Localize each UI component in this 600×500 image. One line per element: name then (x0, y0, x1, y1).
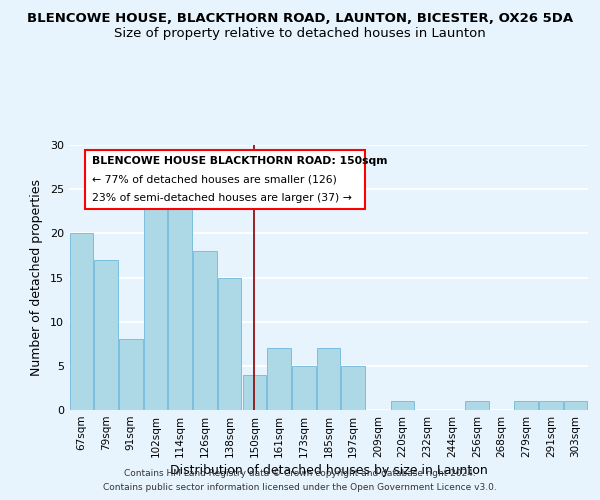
Bar (514, 401, 538, 410)
Text: BLENCOWE HOUSE BLACKTHORN ROAD: 150sqm: BLENCOWE HOUSE BLACKTHORN ROAD: 150sqm (92, 156, 388, 166)
Bar (391, 401, 415, 410)
Bar (539, 401, 563, 410)
Bar (70, 234, 93, 410)
Bar (144, 189, 167, 410)
Text: Contains HM Land Registry data © Crown copyright and database right 2024.: Contains HM Land Registry data © Crown c… (124, 468, 476, 477)
Text: ← 77% of detached houses are smaller (126): ← 77% of detached houses are smaller (12… (92, 174, 337, 184)
Bar (169, 198, 192, 410)
X-axis label: Distribution of detached houses by size in Launton: Distribution of detached houses by size … (170, 464, 487, 477)
Bar (242, 374, 266, 410)
Text: BLENCOWE HOUSE, BLACKTHORN ROAD, LAUNTON, BICESTER, OX26 5DA: BLENCOWE HOUSE, BLACKTHORN ROAD, LAUNTON… (27, 12, 573, 26)
Bar (292, 366, 316, 410)
Text: Size of property relative to detached houses in Launton: Size of property relative to detached ho… (114, 28, 486, 40)
Text: 23% of semi-detached houses are larger (37) →: 23% of semi-detached houses are larger (… (92, 192, 352, 202)
Bar (119, 340, 143, 410)
Text: Contains public sector information licensed under the Open Government Licence v3: Contains public sector information licen… (103, 484, 497, 492)
Bar (341, 366, 365, 410)
Bar (564, 401, 587, 410)
Bar (317, 348, 340, 410)
Bar (94, 260, 118, 410)
Y-axis label: Number of detached properties: Number of detached properties (30, 179, 43, 376)
FancyBboxPatch shape (85, 150, 365, 208)
Bar (218, 278, 241, 410)
Bar (193, 251, 217, 410)
Bar (268, 348, 291, 410)
Bar (465, 401, 488, 410)
